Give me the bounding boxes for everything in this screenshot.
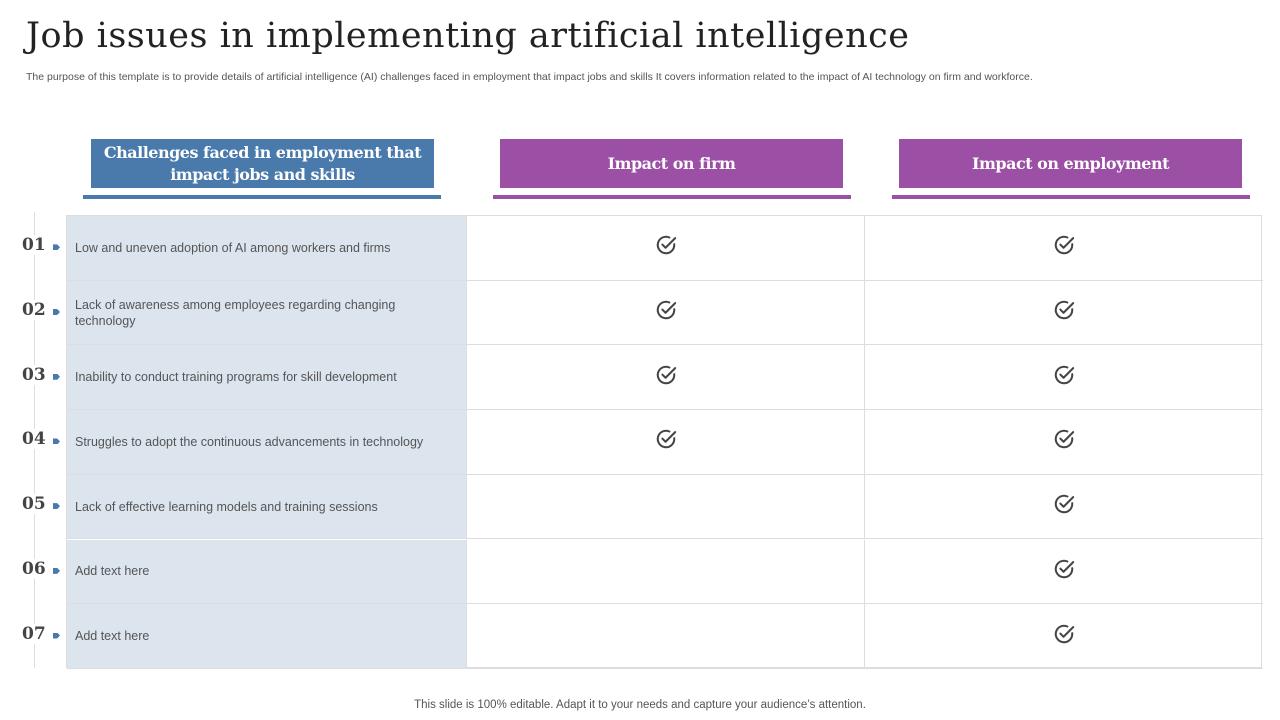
header-underline <box>493 195 851 199</box>
check-circle-icon <box>1053 558 1075 585</box>
challenge-text: Low and uneven adoption of AI among work… <box>67 216 466 280</box>
arrow-marker-icon <box>53 244 60 251</box>
row-number: 06 <box>22 558 46 579</box>
impact-employment-cell <box>864 410 1262 474</box>
row-number: 01 <box>22 235 46 256</box>
impact-employment-cell <box>864 216 1262 280</box>
impact-employment-cell <box>864 280 1262 345</box>
impact-firm-cell <box>466 539 864 604</box>
footer-note: This slide is 100% editable. Adapt it to… <box>414 699 866 711</box>
challenge-text: Lack of effective learning models and tr… <box>67 474 466 539</box>
arrow-marker-icon <box>53 567 60 574</box>
table-row: Add text here <box>67 539 1263 605</box>
challenge-text: Lack of awareness among employees regard… <box>67 280 466 345</box>
check-circle-icon <box>655 364 677 391</box>
challenge-text: Add text here <box>67 604 466 668</box>
check-circle-icon <box>1053 299 1075 326</box>
check-circle-icon <box>655 234 677 261</box>
table-row: Low and uneven adoption of AI among work… <box>67 216 1263 281</box>
impact-firm-cell <box>466 474 864 539</box>
page-title: Job issues in implementing artificial in… <box>26 16 910 56</box>
arrow-marker-icon <box>53 373 60 380</box>
check-circle-icon <box>1053 623 1075 650</box>
impact-employment-cell <box>864 539 1262 604</box>
arrow-marker-icon <box>53 438 60 445</box>
table-row: Inability to conduct training programs f… <box>67 345 1263 411</box>
page-subtitle: The purpose of this template is to provi… <box>26 71 1033 83</box>
challenge-text: Add text here <box>67 539 466 604</box>
check-circle-icon <box>1053 428 1075 455</box>
table-row: Lack of effective learning models and tr… <box>67 474 1263 540</box>
header-underline <box>892 195 1250 199</box>
challenges-table: Low and uneven adoption of AI among work… <box>66 215 1263 669</box>
check-circle-icon <box>1053 493 1075 520</box>
row-number: 02 <box>22 300 46 321</box>
impact-firm-cell <box>466 280 864 345</box>
arrow-marker-icon <box>53 309 60 316</box>
check-circle-icon <box>1053 234 1075 261</box>
impact-firm-cell <box>466 410 864 474</box>
header-underline <box>83 195 441 199</box>
arrow-marker-icon <box>53 632 60 639</box>
check-circle-icon <box>655 299 677 326</box>
row-number: 03 <box>22 364 46 385</box>
challenge-text: Struggles to adopt the continuous advanc… <box>67 410 466 474</box>
impact-employment-cell <box>864 604 1262 668</box>
row-number: 05 <box>22 494 46 515</box>
row-number: 07 <box>22 623 46 644</box>
challenge-text: Inability to conduct training programs f… <box>67 345 466 410</box>
check-circle-icon <box>655 428 677 455</box>
header-challenges: Challenges faced in employment that impa… <box>91 139 434 188</box>
header-impact-firm: Impact on firm <box>500 139 843 188</box>
table-row: Lack of awareness among employees regard… <box>67 280 1263 346</box>
table-row: Add text here <box>67 604 1263 669</box>
table-row: Struggles to adopt the continuous advanc… <box>67 410 1263 475</box>
impact-firm-cell <box>466 604 864 668</box>
impact-employment-cell <box>864 345 1262 410</box>
impact-firm-cell <box>466 345 864 410</box>
arrow-marker-icon <box>53 503 60 510</box>
check-circle-icon <box>1053 364 1075 391</box>
impact-employment-cell <box>864 474 1262 539</box>
row-number: 04 <box>22 429 46 450</box>
impact-firm-cell <box>466 216 864 280</box>
header-impact-employment: Impact on employment <box>899 139 1242 188</box>
